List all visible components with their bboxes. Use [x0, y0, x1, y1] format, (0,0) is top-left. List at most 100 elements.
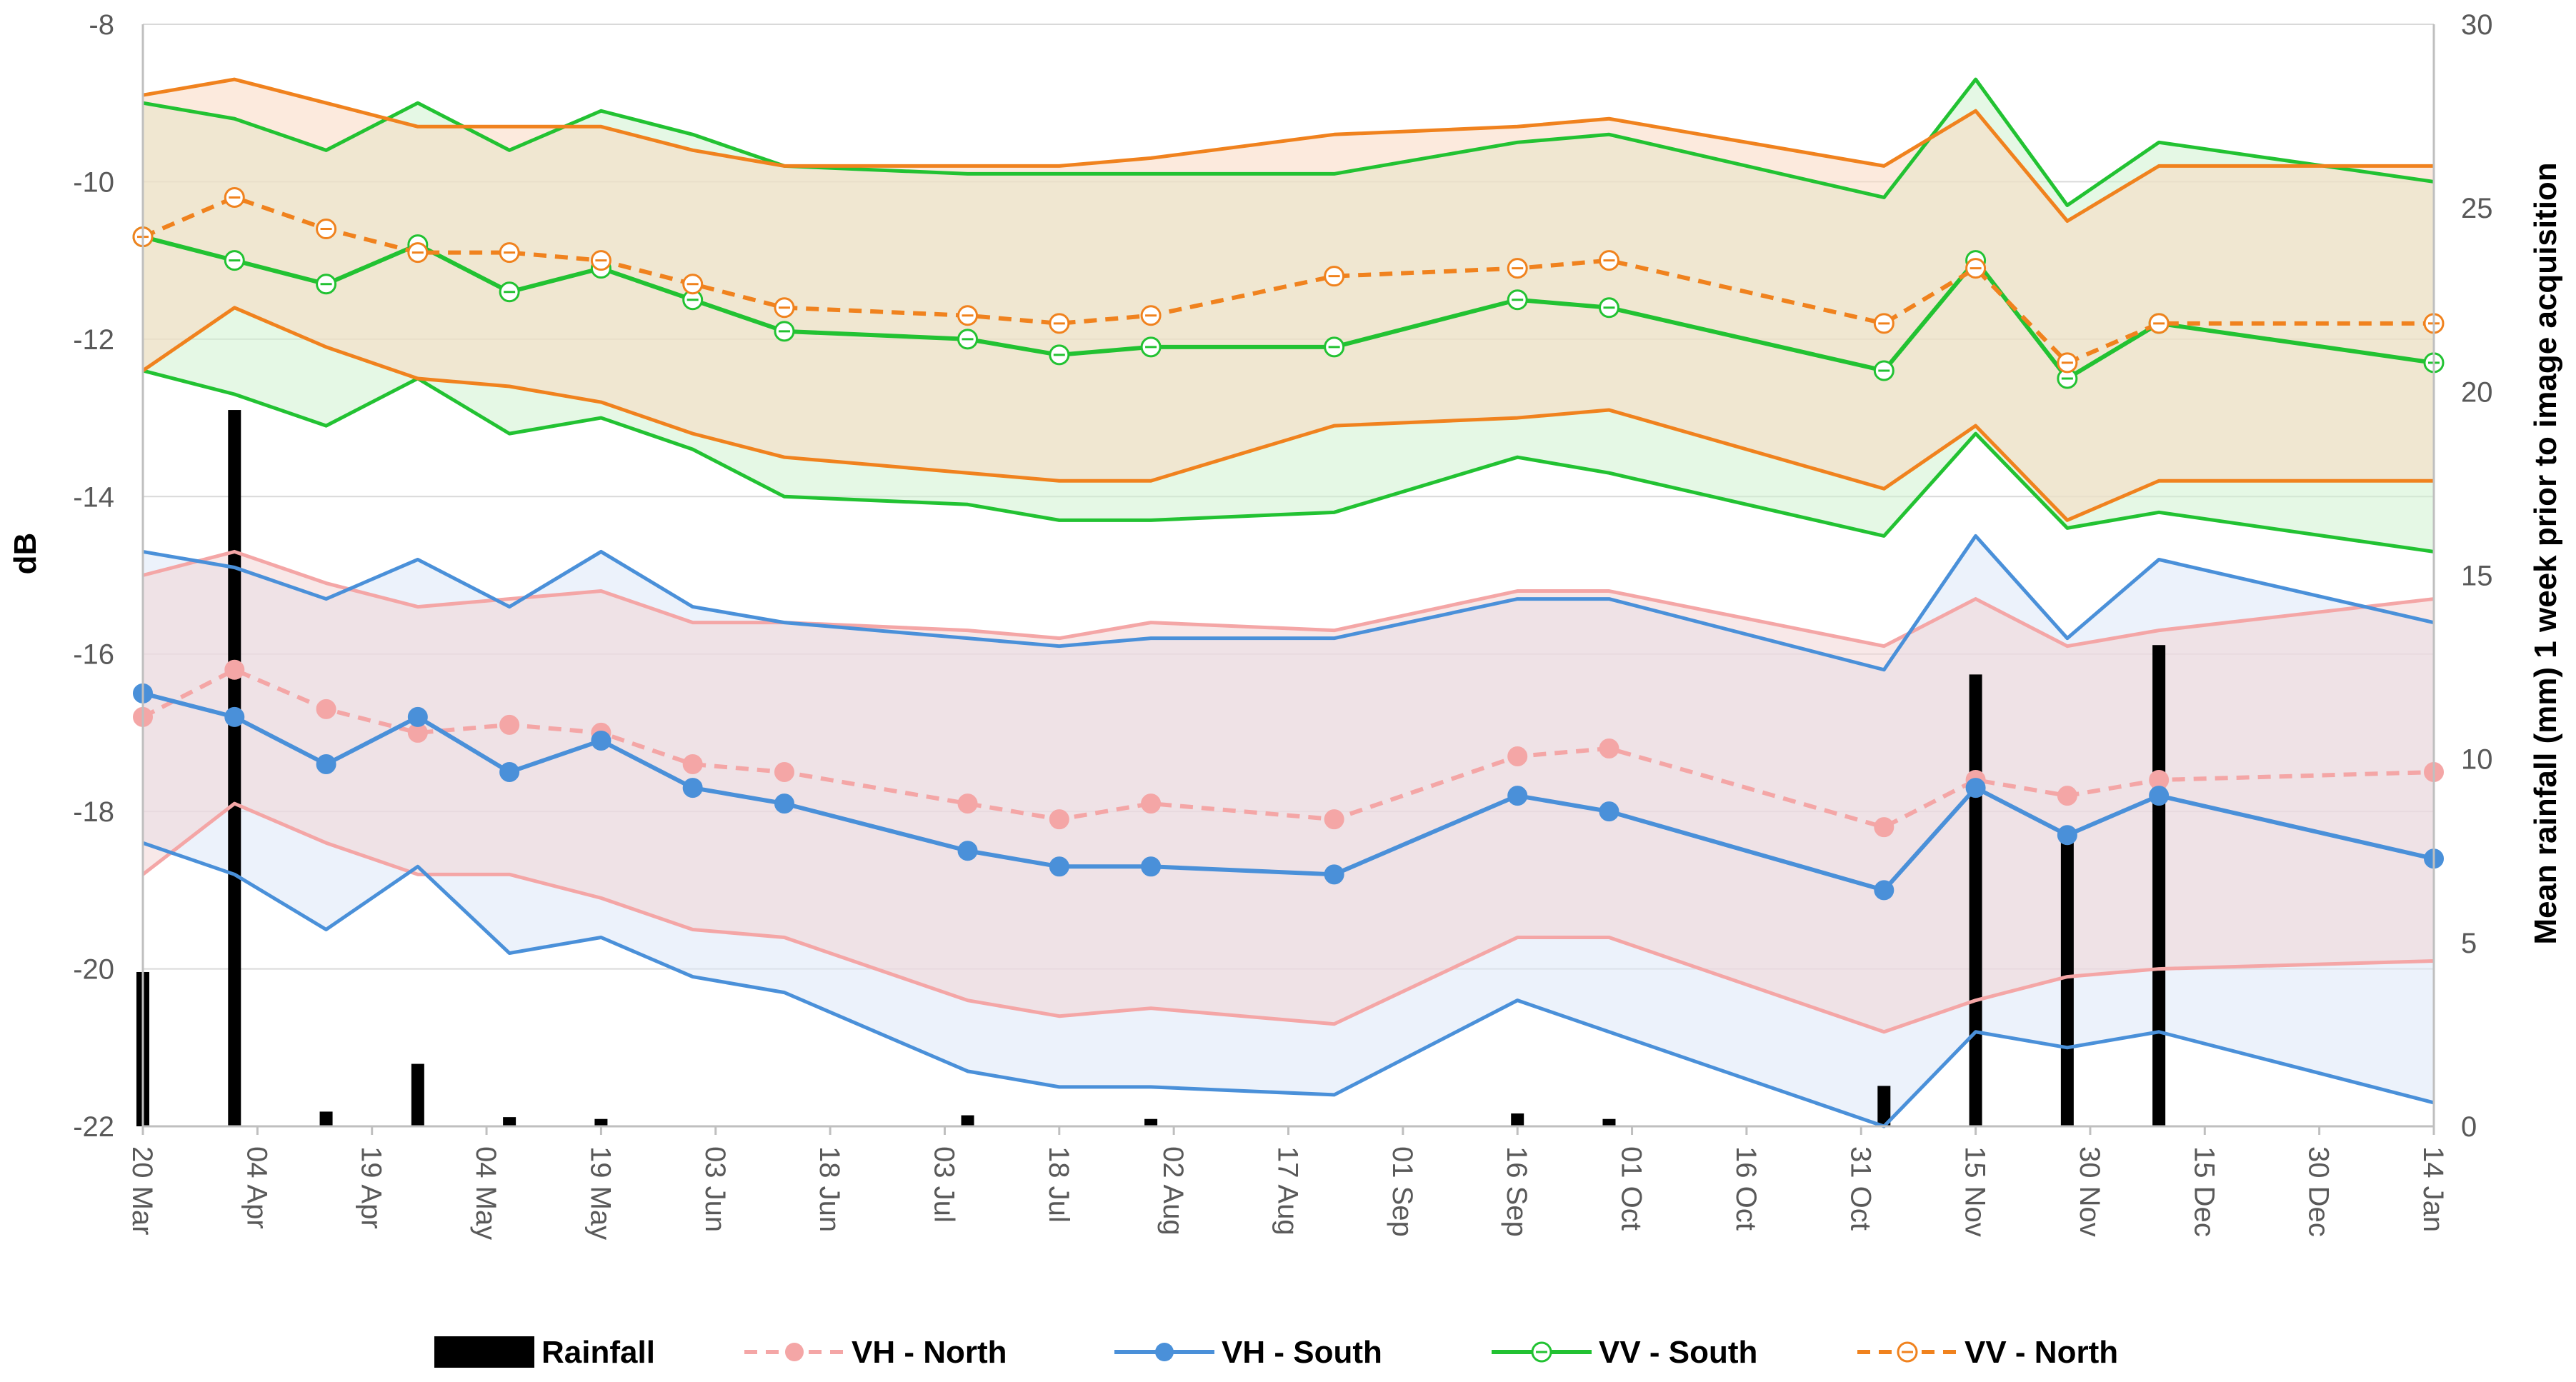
marker-vv-north: [1140, 305, 1162, 326]
marker-vv-north: [1873, 313, 1894, 334]
marker-vh-north: [957, 793, 978, 814]
marker-dot: [1599, 738, 1619, 758]
marker-dot: [682, 778, 703, 798]
marker-vv-south: [316, 274, 337, 295]
marker-vv-north: [774, 297, 795, 319]
marker-dot: [316, 698, 336, 719]
y-tick-label: -12: [73, 324, 114, 356]
marker-vv-south: [1324, 336, 1345, 358]
y2-tick-label: 30: [2461, 9, 2493, 41]
marker-vh-south: [591, 730, 611, 751]
line-vv-south-upper: [142, 77, 2435, 207]
rainfall-bar: [2060, 832, 2074, 1126]
marker-vv-north: [499, 242, 520, 264]
line-vh-south-lower: [142, 841, 2435, 1128]
y-tick-label: -10: [73, 166, 114, 198]
marker-vv-south: [1140, 336, 1162, 358]
marker-vv-north: [957, 305, 979, 326]
marker-vh-south: [316, 754, 336, 775]
marker-dot: [591, 730, 611, 751]
marker-dot: [316, 754, 336, 775]
marker-vv-north: [2057, 352, 2078, 374]
marker-vv-north: [1598, 250, 1619, 271]
marker-vv-south: [499, 281, 520, 303]
legend-item: Rainfall: [434, 1335, 655, 1370]
legend-swatch-marker: [1155, 1343, 1174, 1361]
x-tick-label: 20 Mar: [126, 1146, 158, 1236]
marker-vh-north: [1324, 809, 1344, 830]
marker-vh-south: [2149, 786, 2170, 806]
marker-dot: [224, 706, 245, 727]
marker-vv-south: [1507, 289, 1528, 311]
line-vh-north-upper: [142, 549, 2435, 649]
marker-vh-north: [224, 659, 245, 680]
marker-vh-south: [1324, 864, 1344, 885]
x-tick-label: 16 Sep: [1501, 1146, 1532, 1237]
marker-dot: [1324, 864, 1344, 885]
rainfall-bar: [411, 1063, 424, 1126]
legend-item: VV - North: [1857, 1335, 2118, 1370]
x-axis-ticks: 20 Mar 04 Apr 19 Apr 04 May 19 May 03 Jun 18 J…: [126, 1126, 2449, 1240]
marker-vh-south: [774, 793, 794, 814]
marker-vv-north: [224, 186, 245, 208]
marker-vh-south: [1141, 856, 1162, 877]
marker-dot: [1599, 801, 1619, 822]
y2-tick-label: 25: [2461, 193, 2493, 224]
marker-vv-south: [1873, 360, 1894, 381]
marker-dot: [2057, 786, 2077, 806]
marker-dot: [1049, 809, 1069, 830]
marker-vh-south: [407, 706, 428, 727]
y2-tick-label: 5: [2461, 928, 2477, 959]
line-vv-north-upper: [142, 77, 2434, 224]
legend-label: VV - North: [1965, 1335, 2118, 1370]
y2-tick-label: 15: [2461, 561, 2493, 592]
x-tick-label: 31 Oct: [1844, 1146, 1876, 1231]
marker-dot: [957, 793, 978, 814]
x-tick-label: 19 May: [584, 1146, 616, 1240]
y-tick-label: -14: [73, 481, 114, 513]
marker-dot: [774, 793, 794, 814]
marker-dot: [2149, 786, 2170, 806]
marker-vh-south: [1507, 786, 1528, 806]
marker-vh-north: [316, 698, 336, 719]
marker-vh-south: [682, 778, 703, 798]
marker-dot: [1507, 786, 1528, 806]
rainfall-bar: [1602, 1118, 1616, 1126]
y-tick-label: -18: [73, 796, 114, 828]
marker-dot: [224, 659, 245, 680]
marker-dot: [407, 706, 428, 727]
marker-vh-south: [1049, 856, 1069, 877]
y-tick-label: -20: [73, 954, 114, 986]
rainfall-bar: [1511, 1113, 1524, 1126]
legend-label: VH - South: [1222, 1335, 1382, 1370]
y-tick-label: -8: [89, 9, 114, 41]
x-tick-label: 18 Jul: [1043, 1146, 1074, 1223]
marker-dot: [499, 762, 520, 783]
marker-vh-north: [2057, 786, 2077, 806]
rainfall-bar: [503, 1117, 516, 1126]
legend-label: VH - North: [852, 1335, 1007, 1370]
marker-vv-north: [2148, 313, 2170, 334]
y-axis-right-ticks: 30 25 20 15 10 5 0: [2461, 9, 2493, 1143]
marker-vv-north: [407, 242, 429, 264]
range-bands: [143, 79, 2434, 1126]
marker-vh-south: [1874, 880, 1894, 901]
marker-vv-north: [1049, 313, 1070, 334]
marker-vh-north: [1049, 809, 1069, 830]
marker-vh-south: [1965, 778, 1986, 798]
rainfall-bar: [2152, 645, 2166, 1126]
line-vh-north-lower: [141, 801, 2435, 1034]
marker-dot: [2057, 825, 2077, 846]
marker-vv-north: [590, 250, 611, 271]
line-vv-north-lower: [141, 306, 2434, 522]
marker-dot: [957, 841, 978, 861]
marker-vh-north: [1599, 738, 1619, 758]
marker-vh-south: [2057, 825, 2077, 846]
marker-dot: [1141, 856, 1162, 877]
marker-vv-south: [1598, 297, 1619, 319]
y-tick-label: -16: [73, 639, 114, 671]
marker-vh-north: [1507, 746, 1528, 766]
y2-tick-label: 0: [2461, 1111, 2477, 1143]
legend: Rainfall VH - North VH - South VV - South VV…: [434, 1335, 2118, 1370]
marker-vv-south: [224, 250, 245, 271]
